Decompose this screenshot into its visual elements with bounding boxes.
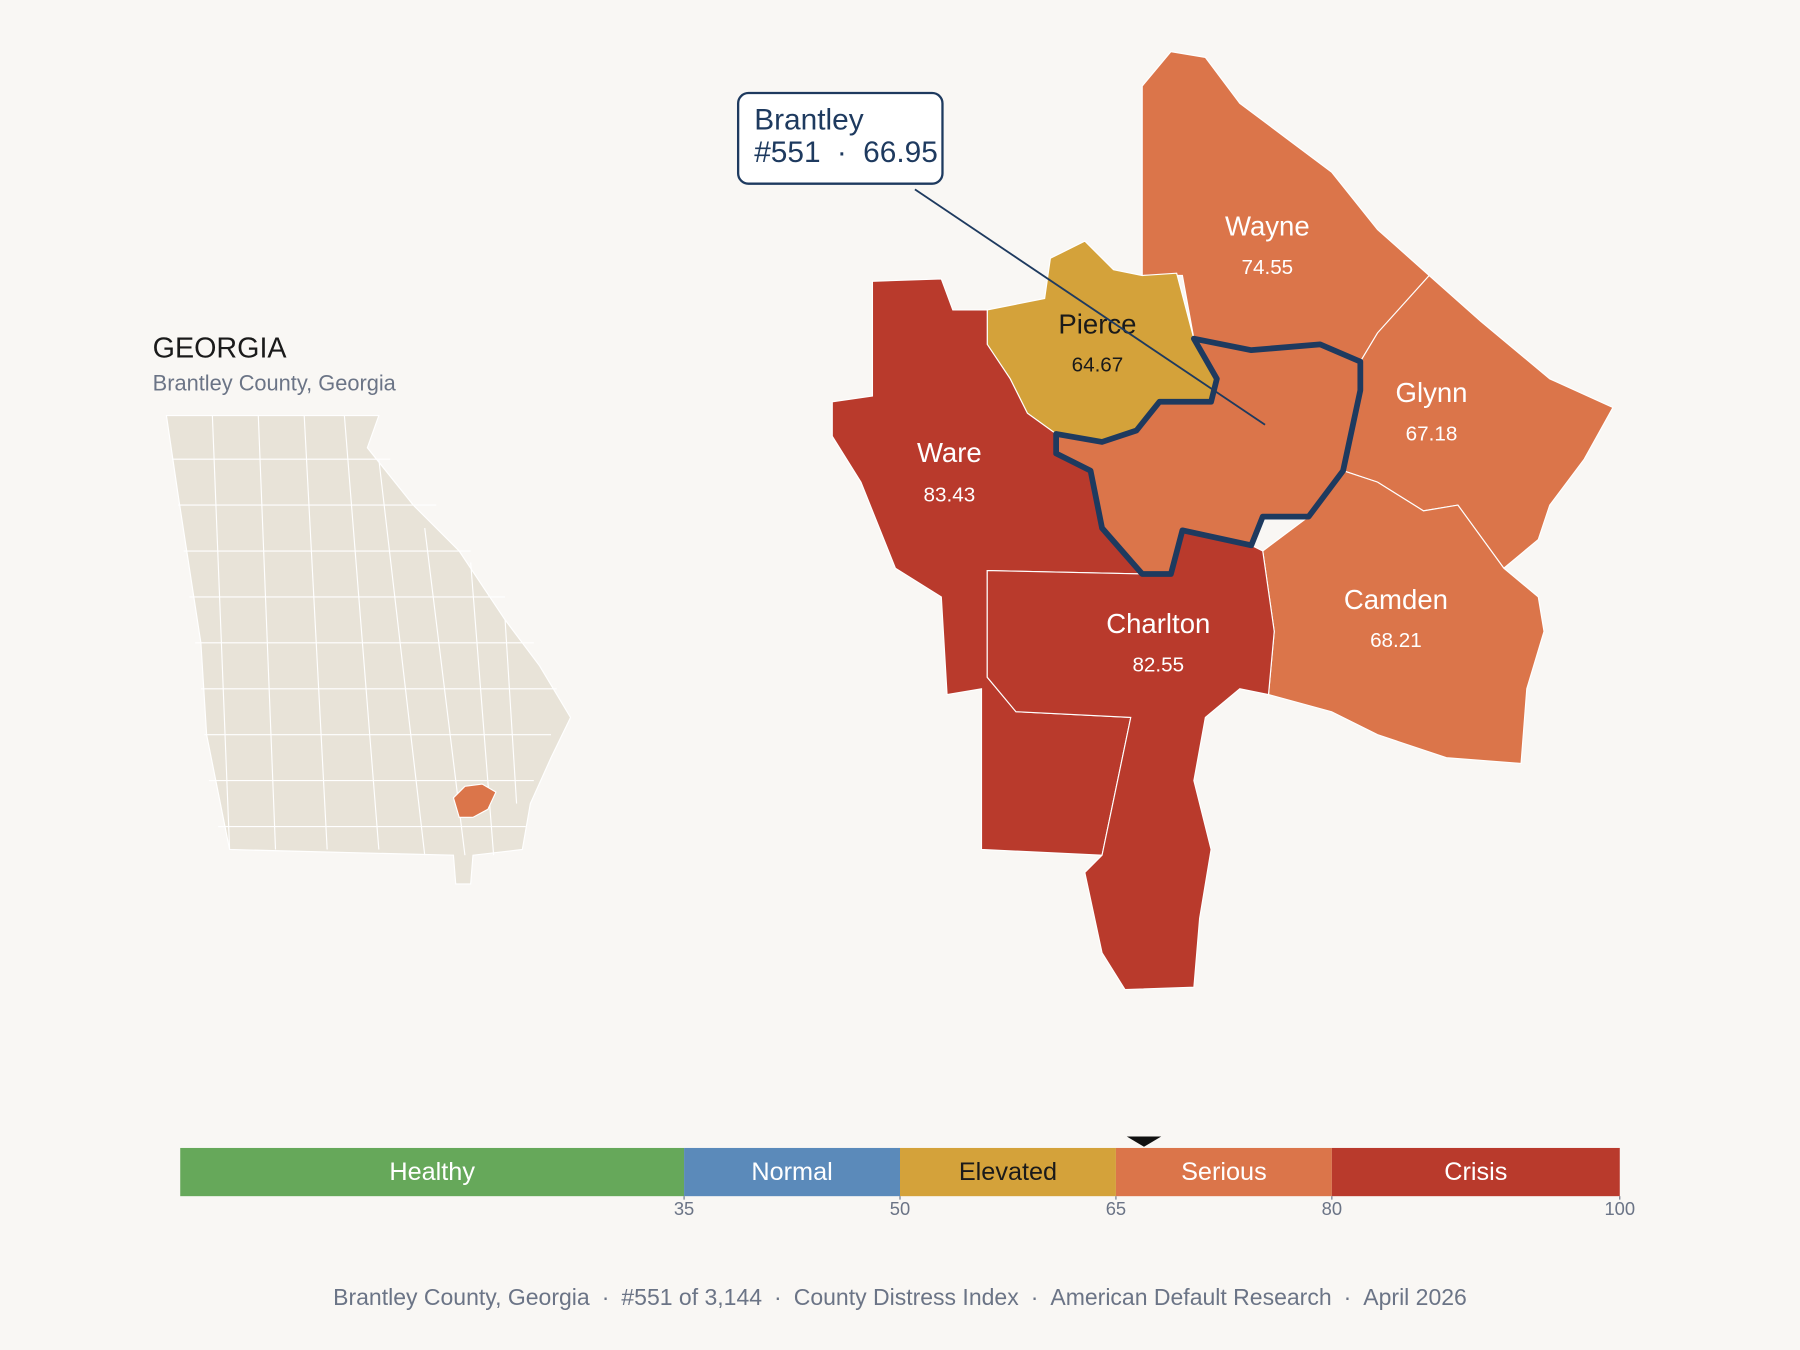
counties bbox=[831, 51, 1614, 991]
legend-band-label: Normal bbox=[751, 1158, 832, 1186]
focus-county-shape bbox=[1053, 335, 1364, 577]
legend-band-label: Healthy bbox=[389, 1158, 475, 1186]
county-name: Wayne bbox=[1225, 211, 1310, 242]
footer-item: American Default Research bbox=[1050, 1284, 1332, 1310]
footer-item: April 2026 bbox=[1363, 1284, 1467, 1310]
county-grid bbox=[172, 415, 557, 856]
county-name: Camden bbox=[1344, 584, 1448, 615]
callout-box bbox=[736, 91, 944, 185]
legend-tick-label: 80 bbox=[1322, 1198, 1342, 1219]
footer-item: Brantley County, Georgia bbox=[333, 1284, 590, 1310]
county-value: 83.43 bbox=[924, 483, 976, 506]
inset-subtitle: Brantley County, Georgia bbox=[153, 370, 397, 395]
callout-rank: #551 bbox=[754, 136, 820, 169]
county-name: Pierce bbox=[1058, 308, 1136, 339]
legend-tick-label: 35 bbox=[674, 1198, 694, 1219]
state-inset: GEORGIA Brantley County, Georgia bbox=[153, 333, 572, 885]
county-labels: Wayne 74.55 Pierce 64.67 Glynn 67.18 War… bbox=[917, 211, 1468, 677]
county-name: Ware bbox=[917, 437, 982, 468]
legend-band bbox=[684, 1147, 900, 1197]
footer-item: #551 of 3,144 bbox=[621, 1284, 763, 1310]
legend: Healthy Normal Elevated Serious Crisis 35 50 65… bbox=[180, 1136, 1635, 1219]
legend-band bbox=[900, 1147, 1116, 1197]
state-outline bbox=[165, 414, 572, 885]
footer-item: County Distress Index bbox=[793, 1284, 1019, 1310]
callout-name: Brantley bbox=[754, 104, 864, 137]
county-value: 64.67 bbox=[1072, 354, 1124, 377]
footer-separator: · bbox=[1030, 1284, 1039, 1310]
inset-title: GEORGIA bbox=[153, 333, 288, 365]
footer-separator: · bbox=[601, 1284, 610, 1310]
callout-separator: · bbox=[837, 136, 847, 169]
county-value: 67.18 bbox=[1406, 423, 1458, 446]
legend-band bbox=[1115, 1147, 1332, 1197]
county-value: 82.55 bbox=[1132, 653, 1184, 676]
county-value: 74.55 bbox=[1241, 256, 1293, 279]
legend-tick-label: 50 bbox=[890, 1198, 910, 1219]
legend-tick-label: 65 bbox=[1106, 1198, 1126, 1219]
callout-text: Brantley #551 · 66.95 bbox=[754, 104, 938, 169]
legend-band bbox=[1331, 1147, 1620, 1197]
legend-band bbox=[180, 1147, 685, 1197]
legend-marker bbox=[1126, 1136, 1162, 1147]
callout: Brantley #551 · 66.95 bbox=[736, 91, 1266, 426]
callout-score: 66.95 bbox=[863, 136, 938, 169]
legend-tick-label: 100 bbox=[1604, 1198, 1635, 1219]
county-value: 68.21 bbox=[1370, 629, 1422, 652]
footer: Brantley County, Georgia · #551 of 3,144 · C… bbox=[0, 1284, 1800, 1311]
legend-band-label: Crisis bbox=[1444, 1158, 1507, 1186]
footer-separator: · bbox=[774, 1284, 782, 1310]
legend-band-label: Serious bbox=[1181, 1158, 1267, 1186]
county-name: Charlton bbox=[1106, 608, 1210, 639]
county-name: Glynn bbox=[1396, 377, 1468, 408]
footer-separator: · bbox=[1343, 1284, 1352, 1310]
callout-leader bbox=[914, 188, 1266, 426]
legend-band-label: Elevated bbox=[959, 1158, 1057, 1186]
state-highlight-county bbox=[452, 783, 497, 818]
